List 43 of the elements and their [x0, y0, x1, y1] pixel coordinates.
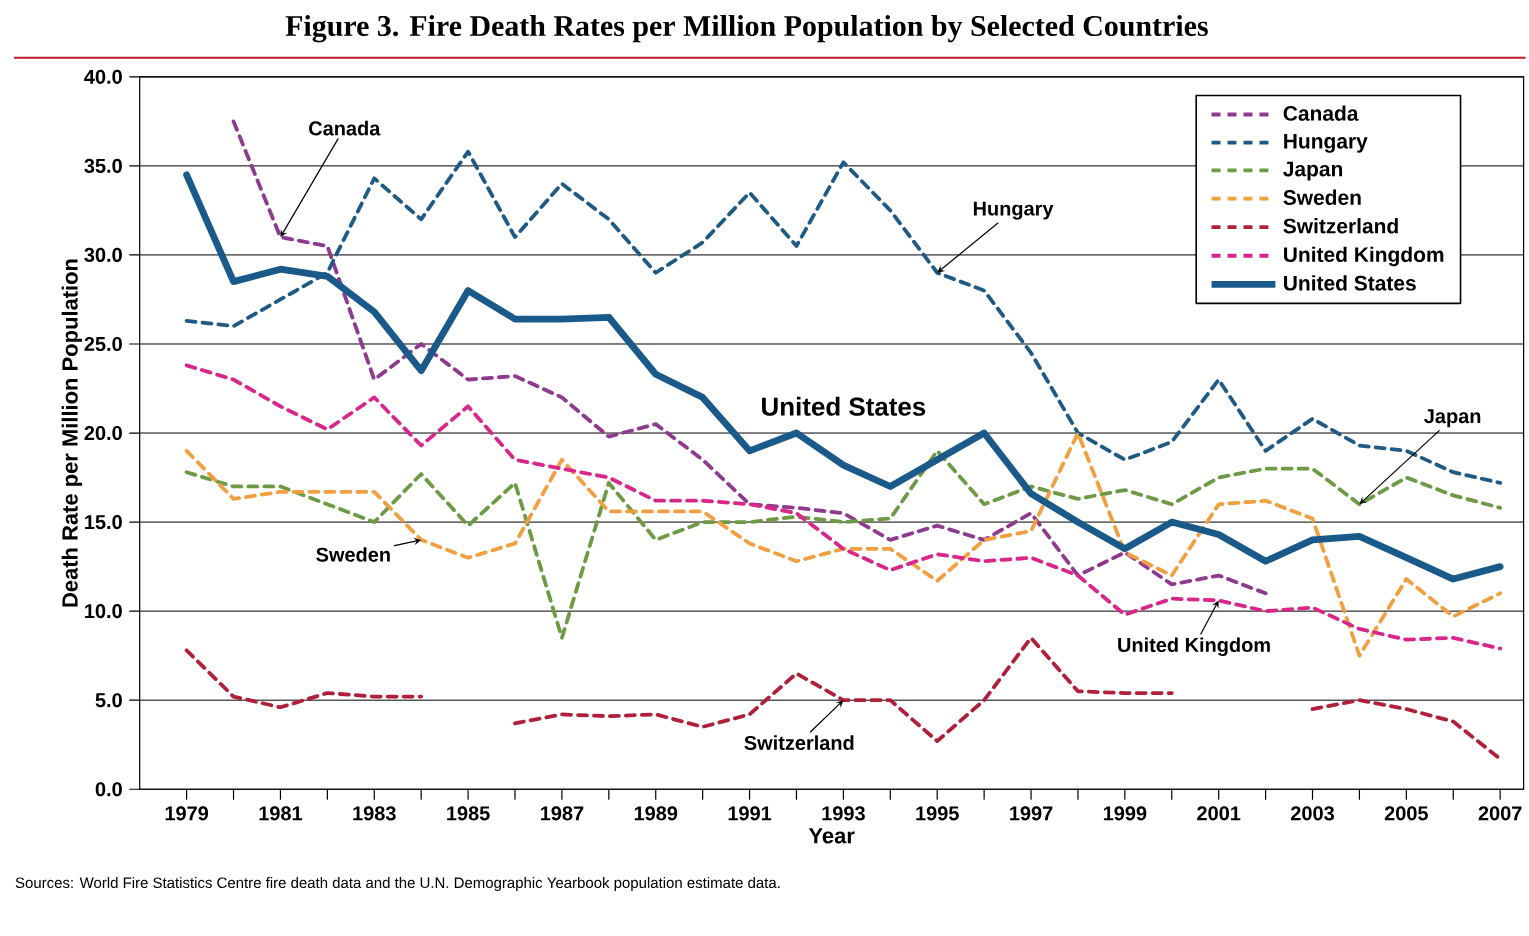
y-tick-label: 35.0	[84, 158, 122, 173]
source-note: Sources: World Fire Statistics Centre fire death data and the U.N. Demographic Yearbook population estimate data.	[15, 877, 780, 892]
y-tick-label: 20.0	[84, 426, 122, 441]
y-axis-title: Death Rate per Million Population	[61, 259, 83, 607]
x-tick-label: 1991	[728, 806, 772, 821]
y-tick-label: 15.0	[85, 515, 122, 530]
x-tick-label: 2003	[1291, 806, 1334, 821]
annotation: Switzerland	[744, 735, 854, 751]
x-tick-label: 1985	[447, 806, 490, 821]
annotation: United Kingdom	[1118, 637, 1270, 657]
x-tick-label: 2001	[1197, 806, 1241, 821]
x-tick-label: 1997	[1010, 806, 1053, 821]
x-tick-label: 1999	[1103, 806, 1147, 821]
annotation: Japan	[1424, 409, 1481, 428]
legend-label: Hungary	[1284, 134, 1368, 153]
x-tick-label: 1995	[916, 806, 959, 821]
annotation: Canada	[309, 120, 381, 136]
legend-label: Canada	[1283, 105, 1359, 121]
annotation: Hungary	[973, 201, 1054, 220]
x-tick-label: 2007	[1478, 806, 1522, 821]
x-tick-label: 1993	[822, 806, 865, 821]
x-axis-title: Year	[808, 828, 855, 844]
annotation: Sweden	[316, 547, 390, 562]
y-tick-label: 0.0	[95, 782, 122, 797]
annotation: United States	[762, 396, 926, 416]
x-tick-label: 1987	[540, 806, 584, 821]
y-tick-label: 5.0	[95, 693, 122, 708]
legend-label: Sweden	[1283, 189, 1361, 205]
x-tick-label: 2005	[1384, 806, 1428, 821]
legend-label: Switzerland	[1283, 218, 1398, 234]
x-tick-label: 1983	[353, 806, 396, 821]
legend-label: United States	[1284, 275, 1416, 291]
x-tick-label: 1989	[634, 806, 678, 821]
y-tick-label: 40.0	[84, 69, 122, 84]
line-series	[231, 119, 1268, 596]
legend-label: United Kingdom	[1284, 246, 1444, 267]
x-tick-label: 1981	[259, 806, 303, 821]
y-tick-label: 30.0	[84, 247, 122, 263]
y-tick-label: 10.0	[85, 604, 122, 619]
x-tick-label: 1979	[165, 806, 209, 821]
y-tick-label: 25.0	[84, 336, 122, 352]
chart-title: Figure 3. Fire Death Rates per Million Population by Selected Countries	[285, 15, 1208, 43]
legend-label: Japan	[1283, 161, 1343, 181]
